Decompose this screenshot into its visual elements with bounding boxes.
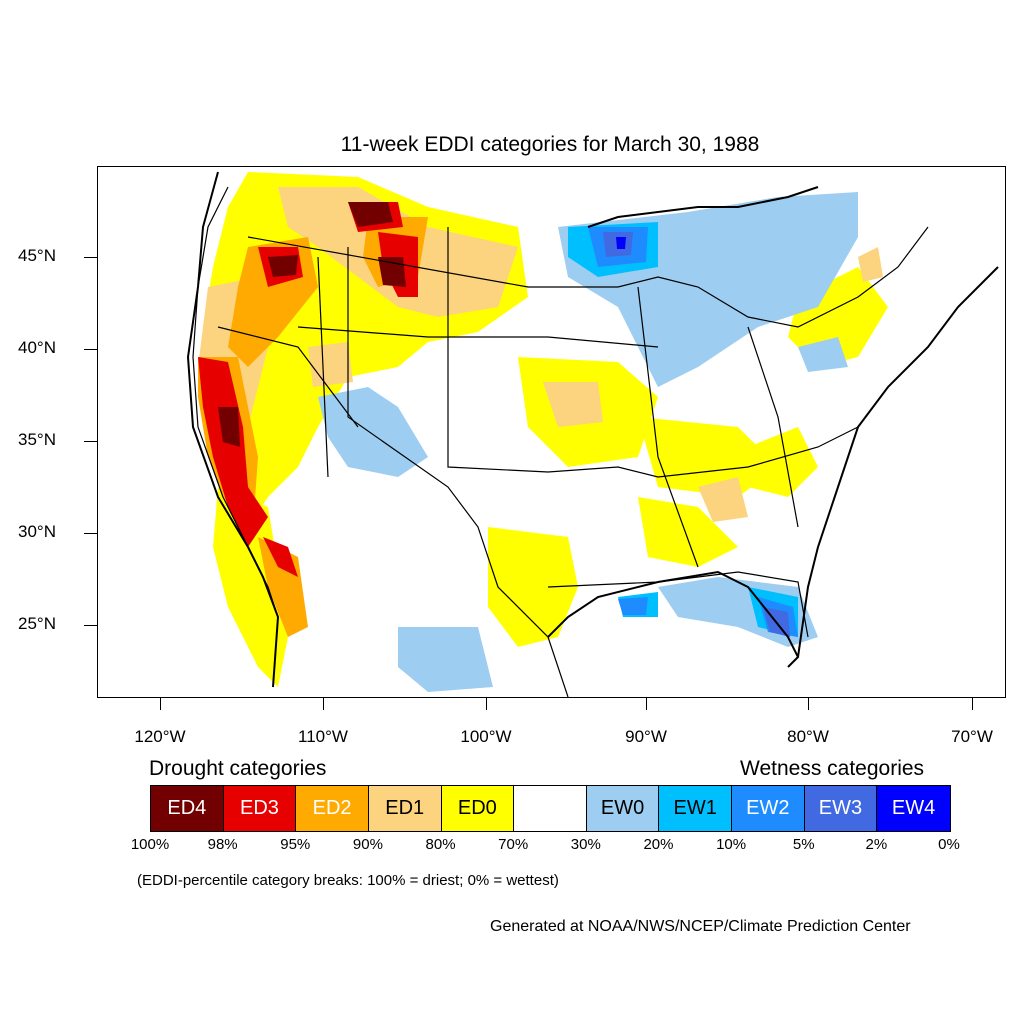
legend-box-ed2: ED2 <box>296 786 369 831</box>
map-panel <box>97 166 1006 698</box>
break-label: 0% <box>938 836 960 853</box>
legend-box-ed4: ED4 <box>151 786 224 831</box>
lon-tick-70 <box>972 697 973 710</box>
break-label: 98% <box>207 836 238 853</box>
break-label: 70% <box>498 836 529 853</box>
break-label: 80% <box>425 836 456 853</box>
lat-label-35: 35°N <box>18 430 56 449</box>
legend-box-ew1: EW1 <box>659 786 732 831</box>
break-label: 2% <box>865 836 888 853</box>
legend-box-ed3: ED3 <box>223 786 297 831</box>
break-label: 100% <box>130 836 170 853</box>
lon-label-110: 110°W <box>298 727 348 746</box>
legend-box-ew2: EW2 <box>732 786 805 831</box>
lon-tick-100 <box>486 697 487 710</box>
lat-tick-25 <box>84 625 97 626</box>
map-title: 11-week EDDI categories for March 30, 19… <box>340 133 760 156</box>
lon-label-120: 120°W <box>134 727 186 746</box>
coastlines <box>186 171 999 688</box>
credit-line: Generated at NOAA/NWS/NCEP/Climate Predi… <box>490 918 911 935</box>
eddi-map <box>186 171 999 697</box>
lon-label-70: 70°W <box>951 727 993 746</box>
break-label: 95% <box>280 836 311 853</box>
lon-tick-90 <box>646 697 647 710</box>
lon-tick-80 <box>808 697 809 710</box>
break-label: 30% <box>570 836 601 853</box>
category-note: (EDDI-percentile category breaks: 100% =… <box>137 872 559 889</box>
break-label: 90% <box>352 836 383 853</box>
legend-box-ew0: EW0 <box>586 786 660 831</box>
lat-tick-30 <box>84 533 97 534</box>
ew4-regions <box>616 237 626 249</box>
wetness-heading: Wetness categories <box>740 757 925 780</box>
lon-tick-120 <box>160 697 161 710</box>
lat-label-40: 40°N <box>18 338 56 357</box>
lon-label-90: 90°W <box>625 727 667 746</box>
break-label: 20% <box>643 836 674 853</box>
legend-box-ew3: EW3 <box>804 786 878 831</box>
boundaries <box>192 186 929 697</box>
break-label: 10% <box>716 836 747 853</box>
lat-label-25: 25°N <box>18 614 56 633</box>
lat-tick-40 <box>84 349 97 350</box>
drought-heading: Drought categories <box>149 757 327 780</box>
lat-label-30: 30°N <box>18 522 56 541</box>
legend-box-ed1: ED1 <box>368 786 442 831</box>
lat-tick-45 <box>84 257 97 258</box>
lon-label-80: 80°W <box>787 727 829 746</box>
lon-label-100: 100°W <box>460 727 512 746</box>
lon-tick-110 <box>323 697 324 710</box>
legend-box-ew4: EW4 <box>877 786 950 831</box>
break-label: 5% <box>792 836 815 853</box>
legend-box-neutral <box>514 786 587 831</box>
legend-box-ed0: ED0 <box>441 786 515 831</box>
lat-tick-35 <box>84 441 97 442</box>
category-legend: ED4 ED3 ED2 ED1 ED0 EW0 EW1 EW2 EW3 EW4 <box>150 785 951 832</box>
lat-label-45: 45°N <box>18 246 56 265</box>
